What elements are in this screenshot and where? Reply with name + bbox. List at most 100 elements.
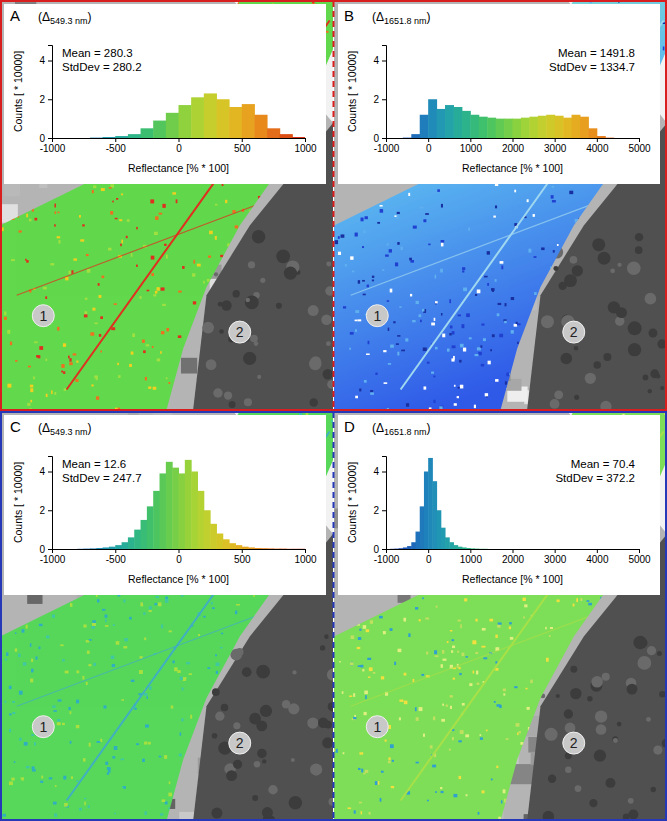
strip-speckle [433,400,435,403]
strip-speckle [227,350,229,352]
strip-speckle [278,697,280,700]
strip-speckle [188,820,190,821]
strip-speckle [121,758,124,760]
strip-speckle [157,358,160,361]
strip-speckle [233,763,235,766]
strip-speckle [161,287,165,290]
map-tree [585,373,596,384]
strip-speckle [413,226,417,229]
strip-speckle [638,230,640,233]
x-tick-label: 2000 [502,143,525,154]
strip-speckle [492,334,495,337]
strip-speckle [63,343,66,347]
strip-speckle [189,673,192,675]
stat-annotation: StdDev = 1334.7 [549,61,635,73]
strip-speckle [57,722,61,725]
strip-speckle [76,670,79,673]
strip-speckle [550,266,552,270]
strip-speckle [359,389,361,392]
strip-speckle [169,630,172,632]
strip-speckle [96,396,99,399]
map-tree [212,733,218,739]
strip-speckle [548,369,550,372]
strip-speckle [229,365,233,367]
strip-speckle [285,639,289,641]
strip-speckle [34,742,36,745]
y-tick-mark [382,138,386,139]
map-tree [598,252,611,265]
map-tree [242,667,252,677]
strip-speckle [295,796,298,799]
map-tree [309,358,322,371]
strip-speckle [302,697,305,701]
strip-speckle [116,198,118,200]
strip-speckle [435,301,438,303]
strip-speckle [447,349,450,352]
strip-speckle [28,366,31,368]
map-tree [213,388,222,397]
strip-speckle [534,292,537,295]
strip-speckle [352,271,354,273]
strip-speckle [123,786,126,789]
histogram-bar [445,105,454,138]
strip-speckle [328,263,330,266]
strip-speckle [76,361,78,363]
strip-speckle [69,358,71,362]
map-tree [219,329,224,334]
strip-speckle [113,624,115,626]
strip-speckle [245,693,248,695]
strip-speckle [377,222,380,224]
strip-speckle [474,405,476,408]
strip-speckle [552,186,554,188]
strip-speckle [12,712,15,714]
x-axis: -1000010002000300040005000 [374,138,651,154]
strip-speckle [315,387,318,390]
strip-speckle [31,659,33,662]
strip-speckle [557,244,559,246]
strip-speckle [91,384,93,386]
strip-speckle [370,390,373,392]
strip-speckle [299,728,302,731]
strip-speckle [460,344,464,348]
strip-speckle [15,360,18,362]
strip-speckle [56,186,59,188]
strip-speckle [322,776,326,780]
map-tree [291,758,295,762]
strip-speckle [660,325,663,327]
strip-speckle [238,316,242,318]
map-tree [570,256,578,264]
strip-speckle [64,388,66,391]
strip-speckle [280,302,282,304]
strip-speckle [581,387,584,390]
map-tree [262,807,273,818]
strip-speckle [387,300,389,302]
strip-speckle [9,713,12,715]
strip-speckle [558,312,560,315]
strip-speckle [220,647,223,649]
strip-speckle [457,396,459,398]
strip-speckle [270,751,274,755]
strip-speckle [365,216,368,219]
strip-speckle [30,679,33,683]
strip-speckle [242,730,245,732]
strip-speckle [313,278,316,282]
strip-speckle [321,702,324,705]
strip-speckle [86,682,88,685]
strip-speckle [310,392,313,395]
map-tree [553,266,558,271]
map-tree [645,293,657,305]
strip-speckle [488,361,491,365]
strip-speckle [256,622,258,625]
strip-speckle [258,625,260,629]
strip-speckle [236,762,238,765]
strip-speckle [401,247,403,250]
strip-speckle [450,326,453,329]
x-tick: 1000 [294,138,317,154]
strip-speckle [131,351,134,354]
strip-speckle [594,308,598,310]
strip-speckle [466,313,470,317]
strip-speckle [578,218,580,221]
strip-speckle [481,324,484,326]
strip-speckle [619,268,623,270]
strip-speckle [328,63,331,66]
